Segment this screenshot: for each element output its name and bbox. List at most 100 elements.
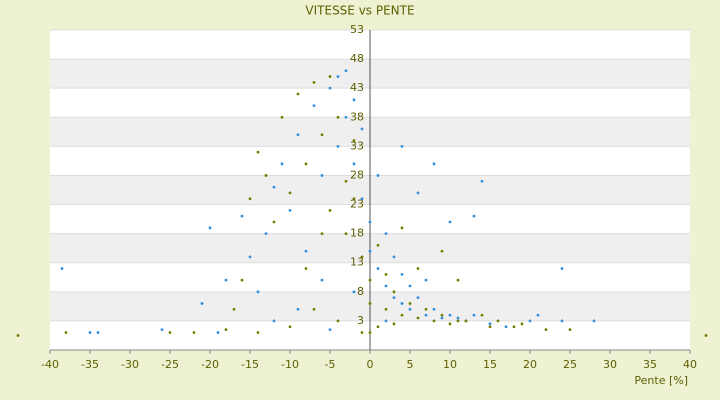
- point: [456, 278, 460, 282]
- point: [256, 290, 260, 294]
- point: [360, 197, 364, 201]
- point: [368, 220, 372, 224]
- point: [384, 307, 388, 311]
- point: [264, 232, 268, 236]
- point: [440, 249, 444, 253]
- point: [224, 328, 228, 332]
- point: [192, 331, 196, 334]
- point: [512, 325, 516, 329]
- point: [416, 267, 420, 270]
- point: [408, 302, 412, 305]
- point: [368, 249, 372, 253]
- x-tick-label: -25: [161, 358, 179, 371]
- x-tick-label: 15: [483, 358, 497, 371]
- point: [88, 331, 92, 334]
- point: [336, 319, 340, 323]
- point: [376, 267, 380, 270]
- point: [248, 255, 252, 259]
- point: [360, 331, 364, 334]
- point: [344, 69, 348, 73]
- point: [456, 319, 460, 323]
- x-tick-label: -15: [241, 358, 259, 371]
- point: [344, 179, 348, 183]
- point: [432, 319, 436, 323]
- point: [296, 92, 300, 96]
- point: [320, 278, 324, 282]
- point: [280, 162, 284, 166]
- point: [400, 272, 404, 276]
- point: [568, 328, 572, 332]
- point: [272, 220, 276, 224]
- x-tick-label: -35: [81, 358, 99, 371]
- x-tick-label: 40: [683, 358, 697, 371]
- point: [376, 325, 380, 329]
- y-tick-label: 23: [350, 198, 364, 211]
- point: [480, 179, 484, 183]
- point: [704, 334, 708, 337]
- point: [248, 197, 252, 201]
- point: [392, 290, 396, 294]
- point: [336, 115, 340, 119]
- point: [296, 307, 300, 311]
- point: [392, 322, 396, 326]
- point: [480, 313, 484, 317]
- point: [64, 331, 68, 334]
- point: [384, 272, 388, 276]
- point: [312, 307, 316, 311]
- x-tick-label: 35: [643, 358, 657, 371]
- x-tick-label: -5: [325, 358, 336, 371]
- y-tick-label: 38: [350, 110, 364, 123]
- x-tick-label: -30: [121, 358, 139, 371]
- point: [384, 284, 388, 288]
- x-tick-label: -40: [41, 358, 59, 371]
- point: [416, 316, 420, 320]
- x-tick-label: 0: [367, 358, 374, 371]
- point: [488, 325, 492, 329]
- point: [456, 316, 460, 320]
- y-tick-label: 53: [350, 23, 364, 36]
- point: [424, 278, 428, 282]
- point: [320, 232, 324, 236]
- point: [304, 249, 308, 253]
- point: [160, 328, 164, 332]
- point: [560, 319, 564, 323]
- point: [408, 284, 412, 288]
- point: [336, 75, 340, 78]
- point: [424, 307, 428, 311]
- point: [448, 220, 452, 224]
- point: [472, 214, 476, 218]
- point: [264, 174, 268, 177]
- point: [288, 325, 292, 329]
- point: [376, 174, 380, 177]
- point: [280, 115, 284, 119]
- point: [392, 296, 396, 300]
- point: [536, 313, 540, 317]
- y-tick-label: 8: [357, 285, 364, 298]
- point: [16, 334, 20, 337]
- point: [232, 307, 236, 311]
- grid: [49, 29, 691, 354]
- y-tick-label: 33: [350, 139, 364, 152]
- point: [344, 232, 348, 236]
- point: [488, 322, 492, 326]
- x-tick-label: -10: [281, 358, 299, 371]
- point: [432, 162, 436, 166]
- point: [464, 319, 468, 323]
- point: [520, 322, 524, 326]
- point: [368, 278, 372, 282]
- point: [400, 302, 404, 305]
- point: [504, 325, 508, 329]
- point: [224, 278, 228, 282]
- point: [256, 150, 260, 154]
- point: [352, 290, 356, 294]
- point: [368, 331, 372, 334]
- point: [384, 319, 388, 323]
- x-tick-label: -20: [201, 358, 219, 371]
- point: [416, 191, 420, 195]
- point: [240, 214, 244, 218]
- point: [416, 296, 420, 300]
- x-tick-label: 20: [523, 358, 537, 371]
- point: [360, 127, 364, 131]
